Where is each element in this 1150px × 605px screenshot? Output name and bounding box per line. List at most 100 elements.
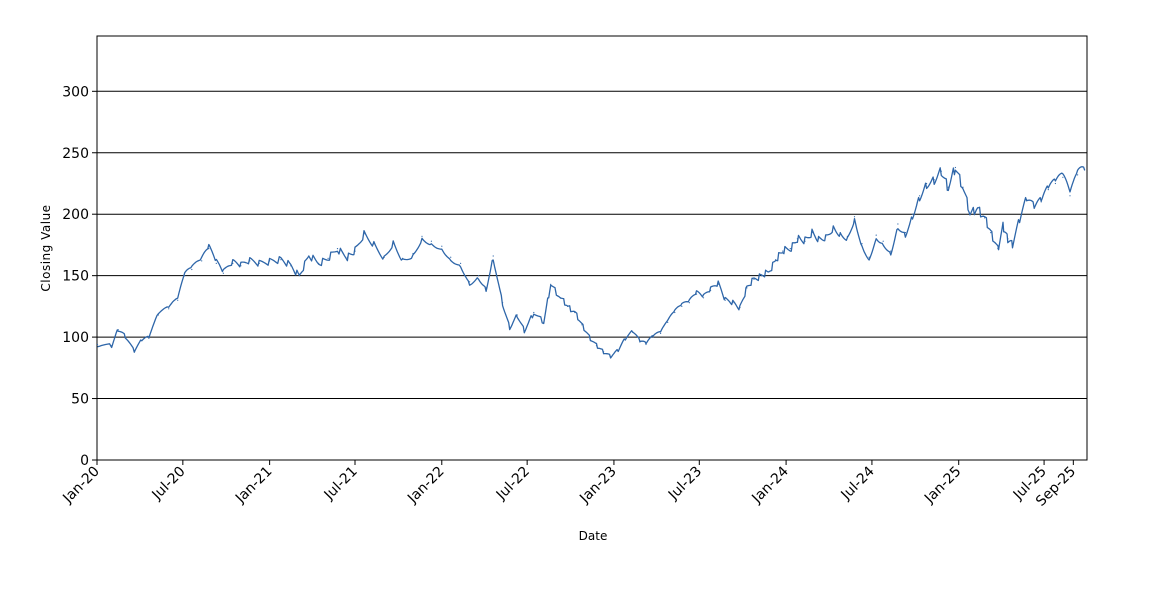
data-point xyxy=(502,302,504,304)
data-point xyxy=(184,275,186,277)
data-point xyxy=(258,262,260,264)
data-point xyxy=(681,305,683,307)
data-point xyxy=(853,216,856,218)
x-tick-label: Jul-21 xyxy=(321,464,361,504)
data-point xyxy=(460,262,462,264)
data-point xyxy=(969,213,971,215)
data-point xyxy=(560,297,562,299)
data-point xyxy=(191,268,193,271)
data-point xyxy=(117,329,119,331)
data-point xyxy=(157,314,159,316)
y-tick-label: 100 xyxy=(62,330,89,346)
data-point xyxy=(298,275,300,277)
data-point xyxy=(610,356,612,358)
data-point xyxy=(1026,198,1028,201)
data-point xyxy=(1019,219,1021,221)
data-point xyxy=(392,240,394,242)
data-point xyxy=(782,250,784,252)
data-point xyxy=(318,262,320,264)
data-point xyxy=(984,217,986,219)
x-tick-label: Jan-23 xyxy=(576,464,619,507)
data-point xyxy=(492,255,494,257)
x-tick-label: Jul-23 xyxy=(665,464,705,504)
data-point xyxy=(904,232,907,234)
data-point xyxy=(523,330,525,332)
data-point xyxy=(660,332,662,334)
data-point xyxy=(96,343,99,346)
data-point xyxy=(818,238,820,240)
data-point xyxy=(617,350,619,352)
y-tick-label: 250 xyxy=(62,146,89,162)
series-line-0 xyxy=(97,166,1086,359)
y-axis-label: Closing Value xyxy=(39,204,53,291)
data-point xyxy=(667,321,669,323)
data-point xyxy=(168,308,170,310)
data-point xyxy=(882,240,884,242)
data-point xyxy=(1040,201,1042,203)
data-point xyxy=(632,331,634,333)
data-point xyxy=(133,351,135,353)
data-point xyxy=(702,297,705,299)
data-point xyxy=(373,243,375,245)
data-point xyxy=(354,250,356,252)
data-point xyxy=(412,252,414,255)
y-axis-ticks: 0 50 100 150 200 250 300 xyxy=(62,84,97,469)
data-point xyxy=(732,302,734,304)
series-layer xyxy=(96,166,1086,359)
data-point xyxy=(280,259,282,261)
data-point xyxy=(832,225,834,228)
data-point xyxy=(688,302,691,304)
data-point xyxy=(645,343,647,346)
data-point xyxy=(581,324,583,326)
gridlines xyxy=(97,90,1087,400)
data-point xyxy=(1047,189,1049,191)
x-tick-label: Jan-21 xyxy=(232,464,275,507)
data-point xyxy=(232,262,234,264)
data-point xyxy=(450,256,452,258)
data-point xyxy=(402,257,404,259)
y-tick-label: 0 xyxy=(80,453,89,469)
data-point xyxy=(516,314,518,316)
data-point xyxy=(603,351,605,353)
data-point xyxy=(124,336,126,338)
data-point xyxy=(1011,244,1014,246)
data-point xyxy=(441,245,443,247)
data-point xyxy=(717,283,719,285)
data-point xyxy=(761,275,763,277)
data-point xyxy=(739,307,741,309)
data-point xyxy=(839,232,841,234)
data-point xyxy=(177,299,179,301)
data-point xyxy=(796,238,799,240)
data-point xyxy=(1033,207,1035,209)
data-point xyxy=(789,248,791,250)
data-point xyxy=(595,345,598,347)
x-tick-label: Jan-25 xyxy=(921,464,964,507)
data-point xyxy=(240,265,242,267)
data-point xyxy=(1077,174,1079,176)
data-point xyxy=(222,272,224,274)
data-point xyxy=(868,256,870,258)
data-point xyxy=(919,195,921,197)
data-point xyxy=(947,186,949,188)
data-point xyxy=(933,179,935,181)
data-point xyxy=(825,235,827,237)
data-point xyxy=(710,289,712,291)
data-point xyxy=(567,305,569,307)
data-point xyxy=(674,311,676,314)
data-point xyxy=(363,233,365,235)
data-point xyxy=(336,248,339,250)
data-point xyxy=(846,235,849,237)
data-point xyxy=(954,166,957,169)
data-point xyxy=(890,250,892,252)
data-point xyxy=(421,235,423,237)
data-point xyxy=(430,240,432,242)
data-point xyxy=(1084,169,1086,171)
y-tick-label: 50 xyxy=(71,392,89,408)
data-point xyxy=(208,248,210,250)
data-point xyxy=(249,260,251,262)
data-point xyxy=(543,321,545,323)
data-point xyxy=(1069,195,1071,197)
data-point xyxy=(724,299,726,301)
data-point xyxy=(215,262,217,264)
data-point xyxy=(485,287,487,289)
